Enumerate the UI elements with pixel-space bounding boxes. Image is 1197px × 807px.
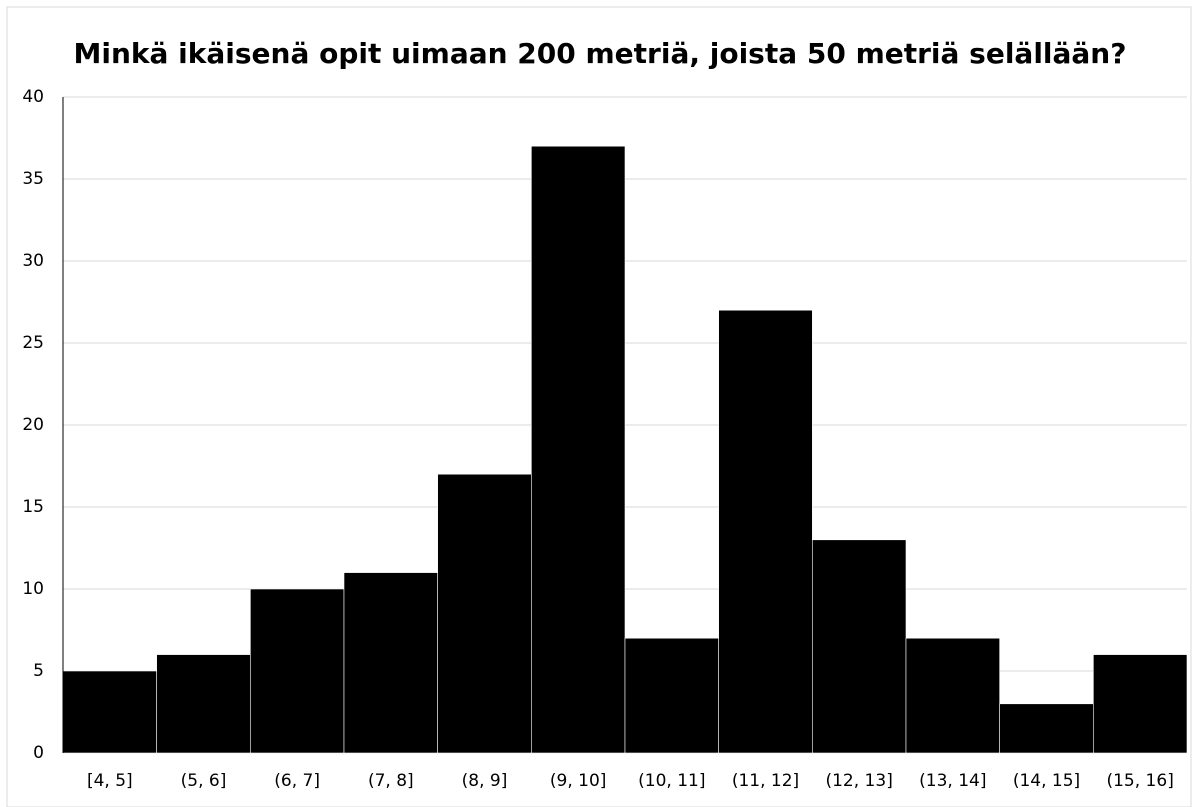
bar xyxy=(718,309,813,754)
bar xyxy=(250,588,345,754)
chart-title: Minkä ikäisenä opit uimaan 200 metriä, j… xyxy=(74,37,1127,70)
x-tick-label: [4, 5] xyxy=(87,771,133,791)
x-tick-label: (13, 14] xyxy=(919,771,986,791)
x-tick-label: (8, 9] xyxy=(462,771,508,791)
bar xyxy=(624,637,719,754)
x-tick-label: (15, 16] xyxy=(1106,771,1173,791)
bar xyxy=(437,473,532,754)
x-tick-label: (14, 15] xyxy=(1013,771,1080,791)
x-tick-label: (9, 10] xyxy=(550,771,607,791)
bar xyxy=(812,539,907,754)
bar xyxy=(343,572,438,754)
x-tick-label: (5, 6] xyxy=(181,771,227,791)
x-tick-label: (10, 11] xyxy=(638,771,705,791)
x-tick-label: (12, 13] xyxy=(825,771,892,791)
y-tick-label: 35 xyxy=(22,169,44,189)
x-tick-label: (7, 8] xyxy=(368,771,414,791)
y-tick-label: 0 xyxy=(33,743,44,763)
bar xyxy=(62,670,157,754)
y-tick-label: 5 xyxy=(33,661,44,681)
y-tick-label: 20 xyxy=(22,415,44,435)
bar xyxy=(999,703,1094,754)
y-tick-label: 30 xyxy=(22,251,44,271)
y-tick-label: 10 xyxy=(22,579,44,599)
x-tick-label: (11, 12] xyxy=(732,771,799,791)
bar xyxy=(156,654,251,754)
x-tick-label: (6, 7] xyxy=(274,771,320,791)
y-tick-label: 25 xyxy=(22,333,44,353)
y-tick-label: 40 xyxy=(22,87,44,107)
y-tick-label: 15 xyxy=(22,497,44,517)
bar xyxy=(905,637,1000,754)
bar xyxy=(531,145,626,754)
bar xyxy=(1093,654,1188,754)
